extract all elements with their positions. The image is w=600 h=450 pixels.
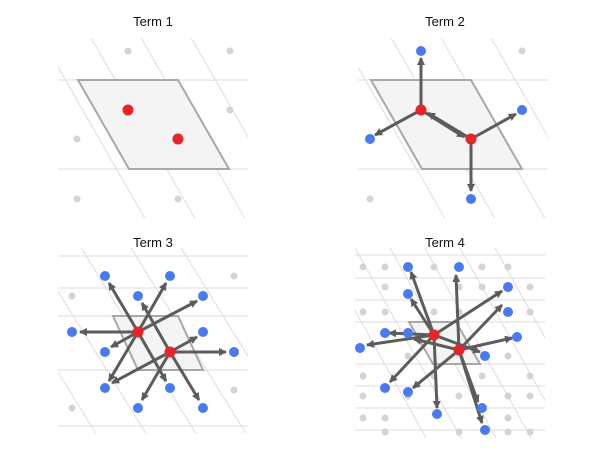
red-site-b bbox=[172, 133, 184, 145]
hopping-arrows bbox=[366, 271, 513, 424]
red-site-a bbox=[415, 104, 427, 116]
panel-title-term-1: Term 1 bbox=[133, 14, 173, 29]
panel-title-term-2: Term 2 bbox=[425, 14, 465, 29]
lattice-points bbox=[68, 272, 238, 412]
lattice-points bbox=[73, 47, 234, 203]
neighbor-sites bbox=[355, 262, 522, 435]
panel-term-3: Term 3 bbox=[58, 235, 248, 433]
red-site-a bbox=[122, 104, 134, 116]
neighbor-sites bbox=[365, 46, 527, 204]
red-site-b bbox=[164, 346, 176, 358]
neighbor-sites bbox=[67, 271, 239, 413]
panel-term-2: Term 2 bbox=[358, 14, 548, 218]
panel-term-1: Term 1 bbox=[58, 14, 248, 218]
red-site-b bbox=[465, 133, 477, 145]
lattice-points bbox=[366, 47, 526, 203]
red-site-b bbox=[453, 344, 465, 356]
red-site-a bbox=[132, 326, 144, 338]
red-site-a bbox=[428, 329, 440, 341]
unit-cell bbox=[76, 79, 231, 170]
unit-cell bbox=[111, 315, 205, 371]
panel-term-4: Term 4 bbox=[355, 235, 545, 438]
hopping-arrows bbox=[374, 57, 517, 192]
panel-title-term-4: Term 4 bbox=[425, 235, 465, 250]
panel-title-term-3: Term 3 bbox=[133, 235, 173, 250]
lattice-points bbox=[359, 263, 534, 436]
